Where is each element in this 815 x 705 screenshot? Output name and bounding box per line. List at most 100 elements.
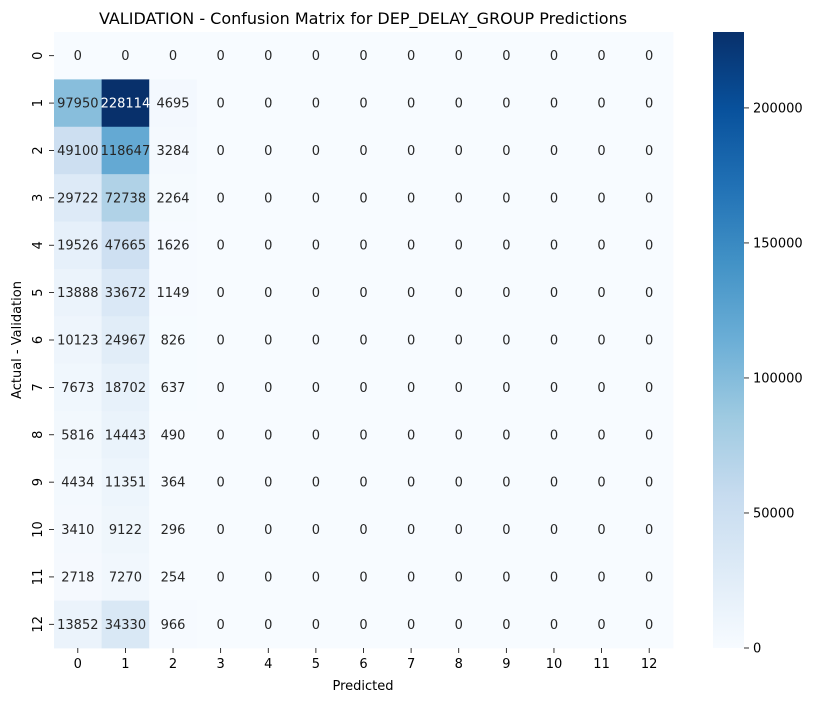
cell-value-label: 0	[407, 239, 415, 254]
heatmap-cell	[292, 411, 341, 459]
cell-value-label: 637	[161, 381, 186, 396]
cell-value-label: 3284	[156, 144, 189, 159]
cell-value-label: 2264	[156, 191, 189, 206]
x-tick-label: 4	[264, 657, 272, 672]
heatmap-cell	[244, 458, 293, 507]
cell-value-label: 0	[264, 570, 272, 585]
heatmap-cell	[244, 268, 293, 317]
heatmap-cell	[54, 126, 103, 175]
heatmap-cell	[530, 553, 579, 602]
heatmap-cell	[482, 600, 531, 649]
cell-value-label: 0	[359, 428, 367, 443]
heatmap-cell	[625, 600, 674, 649]
heatmap-cell	[434, 411, 483, 459]
heatmap-cell	[434, 79, 483, 128]
cell-value-label: 0	[217, 334, 225, 349]
cell-value-label: 0	[645, 191, 653, 206]
heatmap-cell	[339, 221, 388, 270]
x-tick-label: 11	[593, 657, 610, 672]
cell-value-label: 0	[264, 476, 272, 491]
cell-value-label: 29722	[57, 191, 98, 206]
x-axis-ticks: 0 1 2 3 4 5 6 7 8 9 10 11 12	[74, 648, 657, 672]
heatmap-cell	[482, 316, 531, 365]
cell-value-label: 0	[359, 191, 367, 206]
cell-value-label: 0	[502, 191, 510, 206]
heatmap-cell	[577, 32, 626, 80]
cell-value-label: 826	[161, 334, 186, 349]
heatmap-cell	[196, 363, 245, 412]
cell-value-label: 0	[645, 97, 653, 112]
heatmap-cell	[339, 411, 388, 459]
cell-value-label: 0	[217, 144, 225, 159]
cell-value-label: 0	[264, 191, 272, 206]
cell-value-label: 7270	[109, 570, 142, 585]
cell-value-label: 0	[359, 286, 367, 301]
cell-value-label: 24967	[105, 334, 146, 349]
heatmap-cell	[54, 221, 103, 270]
cell-value-label: 0	[455, 144, 463, 159]
x-axis-label: Predicted	[332, 679, 393, 694]
heatmap-cell	[577, 411, 626, 459]
heatmap-cell	[625, 458, 674, 507]
x-tick-label: 3	[217, 657, 225, 672]
cell-value-label: 0	[597, 191, 605, 206]
heatmap-cell	[387, 505, 436, 554]
cell-value-label: 0	[550, 239, 558, 254]
heatmap-cell	[244, 600, 293, 649]
cell-value-label: 0	[407, 49, 415, 64]
cell-value-label: 0	[502, 570, 510, 585]
cell-value-label: 0	[645, 286, 653, 301]
heatmap-cell	[482, 411, 531, 459]
heatmap-cell	[101, 79, 150, 128]
cell-value-label: 0	[359, 49, 367, 64]
cell-value-label: 0	[502, 144, 510, 159]
cell-value-label: 0	[312, 381, 320, 396]
cell-value-label: 0	[217, 618, 225, 633]
heatmap-cell	[387, 411, 436, 459]
heatmap-cell	[244, 221, 293, 270]
cell-value-label: 19526	[57, 239, 98, 254]
cell-value-label: 0	[407, 144, 415, 159]
cell-value-label: 0	[455, 476, 463, 491]
cell-value-label: 0	[264, 286, 272, 301]
heatmap-cell	[387, 221, 436, 270]
heatmap-cell	[149, 126, 198, 175]
heatmap-cell	[244, 79, 293, 128]
x-tick-label: 10	[546, 657, 563, 672]
heatmap-cell	[196, 411, 245, 459]
cell-value-label: 0	[312, 570, 320, 585]
heatmap-cell	[530, 32, 579, 80]
heatmap-cell	[434, 126, 483, 175]
heatmap-cell	[387, 32, 436, 80]
heatmap-cell	[482, 505, 531, 554]
cell-value-label: 0	[359, 570, 367, 585]
heatmap-cell	[434, 458, 483, 507]
heatmap-cell	[530, 600, 579, 649]
cell-value-label: 0	[597, 49, 605, 64]
heatmap-cell	[292, 221, 341, 270]
heatmap-cell	[292, 174, 341, 222]
heatmap-cell	[482, 553, 531, 602]
heatmap-cell	[625, 268, 674, 317]
heatmap-cell	[339, 363, 388, 412]
cell-value-label: 0	[74, 49, 82, 64]
heatmap-cell	[434, 221, 483, 270]
cell-value-label: 0	[264, 618, 272, 633]
cell-value-label: 0	[645, 334, 653, 349]
cell-value-label: 0	[407, 97, 415, 112]
cell-value-label: 7673	[61, 381, 94, 396]
cell-value-label: 0	[312, 286, 320, 301]
cell-value-label: 13888	[57, 286, 98, 301]
heatmap-cell	[625, 174, 674, 222]
heatmap-cell	[577, 458, 626, 507]
heatmap-cell	[196, 600, 245, 649]
heatmap-cell	[54, 505, 103, 554]
heatmap-cell	[434, 553, 483, 602]
cell-value-label: 0	[455, 428, 463, 443]
heatmap-cell	[387, 458, 436, 507]
y-axis-label: Actual - Validation	[10, 281, 25, 399]
heatmap-cell	[339, 553, 388, 602]
y-tick-label: 0	[31, 52, 46, 60]
heatmap-cell	[196, 268, 245, 317]
heatmap-cell	[101, 411, 150, 459]
